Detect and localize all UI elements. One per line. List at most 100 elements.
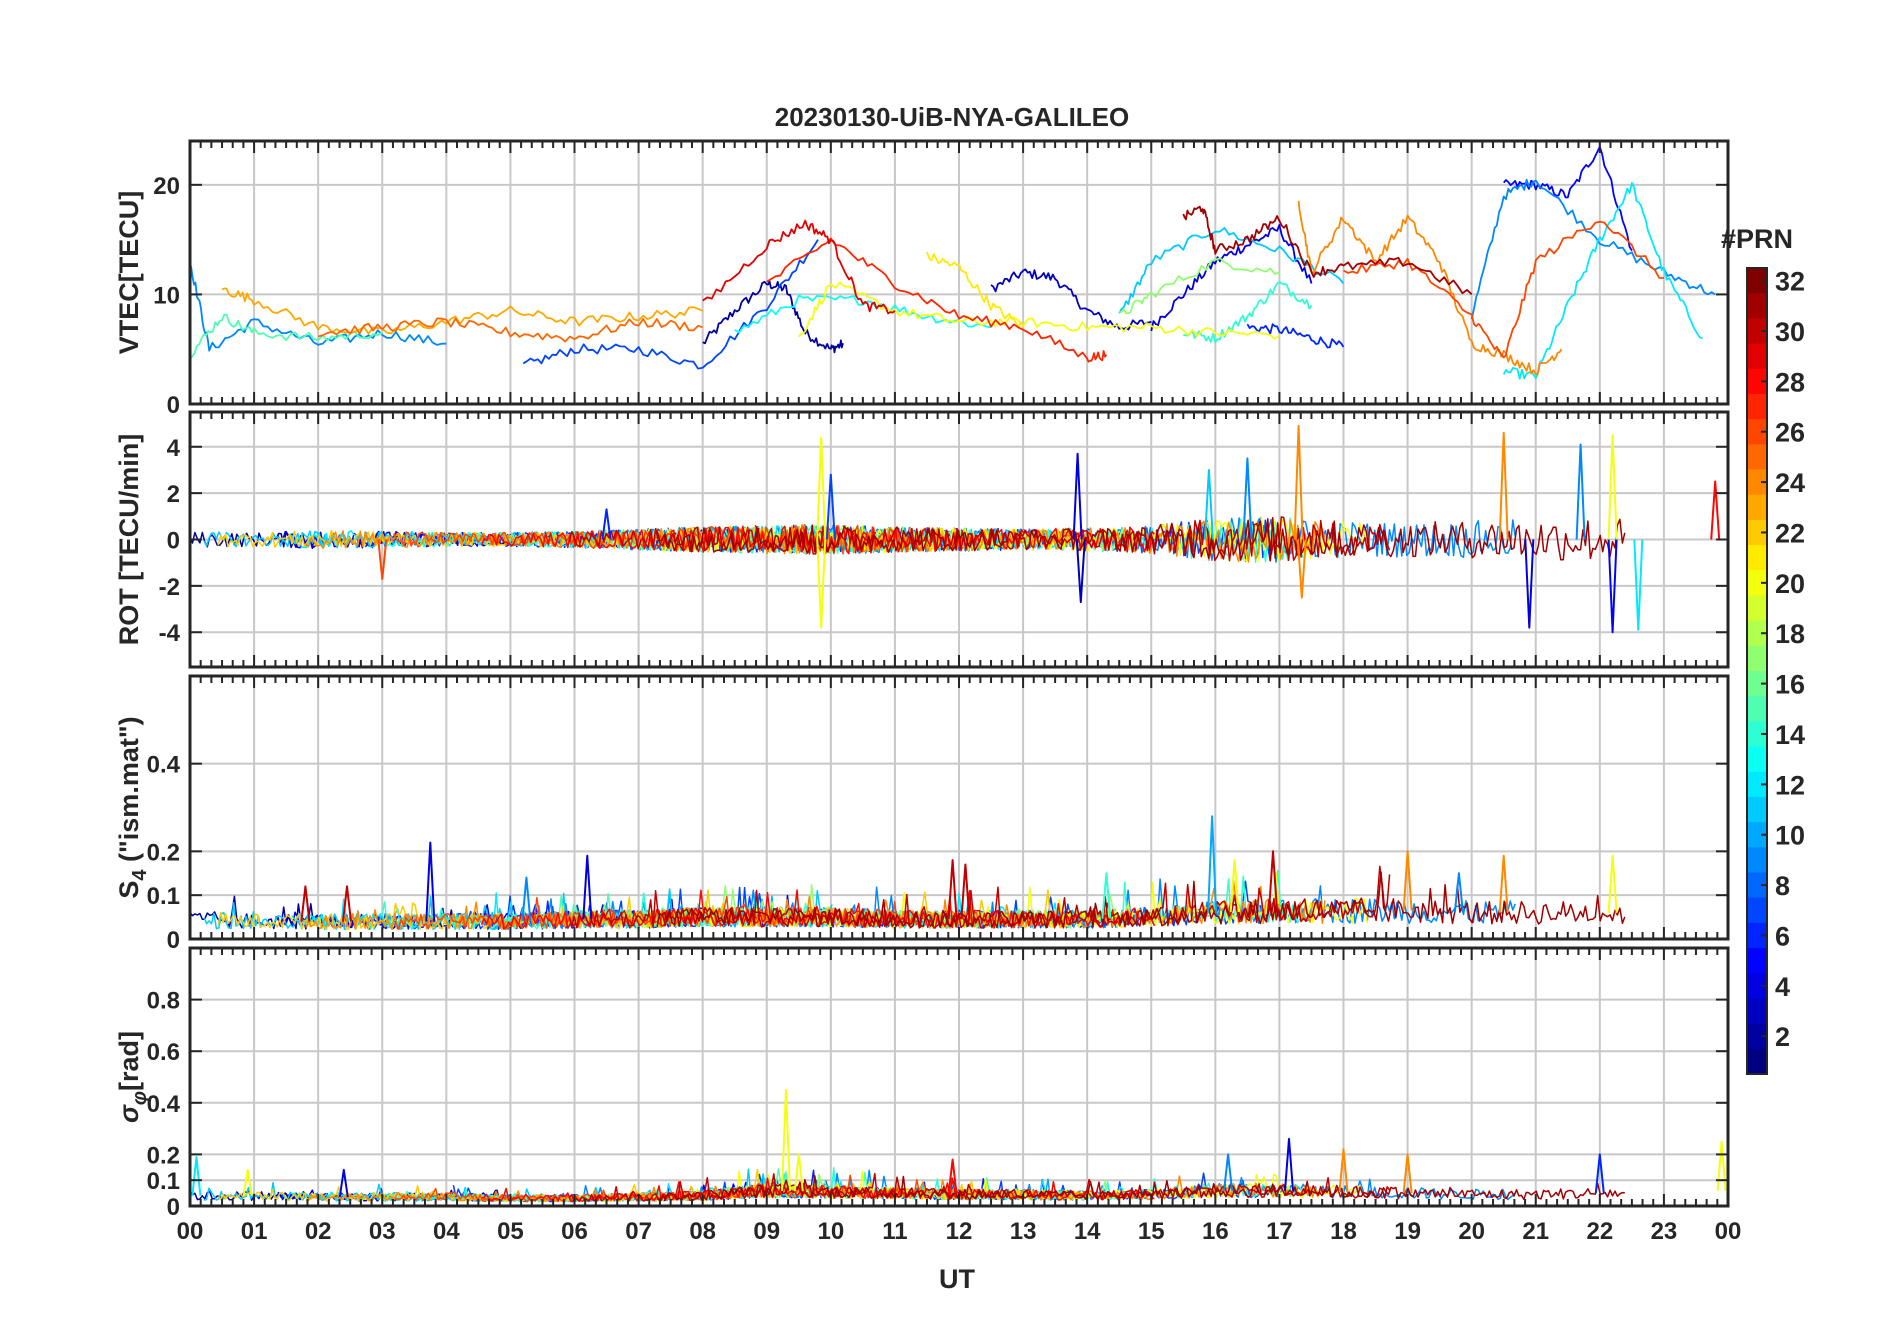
panel-rot: -4 -2 0 2 4 ROT [TECU/min] bbox=[114, 410, 1730, 669]
ytick-label: 0.4 bbox=[147, 1091, 181, 1118]
data-series bbox=[190, 424, 1721, 634]
xtick-label: 05 bbox=[497, 1218, 524, 1245]
series-prn-20 bbox=[642, 515, 1368, 563]
x-ticks bbox=[189, 676, 1729, 939]
colorbar-segment bbox=[1747, 368, 1767, 395]
spike-prn-24 bbox=[1402, 850, 1413, 911]
spike-prn-20 bbox=[1607, 854, 1618, 914]
colorbar-tick-label: 20 bbox=[1775, 569, 1805, 599]
spike-prn-6 bbox=[1594, 1153, 1605, 1194]
y-ticks bbox=[190, 998, 1728, 1207]
y-axis-label: ROT [TECU/min] bbox=[114, 434, 144, 645]
series-prn-25 bbox=[317, 317, 703, 343]
series-prn-24 bbox=[1297, 200, 1563, 376]
colorbar-segment bbox=[1747, 771, 1767, 798]
spike-prn-24 bbox=[1293, 424, 1304, 540]
series-prn-22 bbox=[217, 525, 1091, 555]
series-prn-12 bbox=[1502, 181, 1703, 380]
series-prn-26 bbox=[393, 524, 920, 554]
colorbar-segment bbox=[1747, 671, 1767, 697]
colorbar-segment bbox=[1747, 519, 1767, 546]
series-prn-9 bbox=[190, 262, 447, 352]
colorbar-segment bbox=[1747, 494, 1767, 521]
spike-prn-20 bbox=[793, 1153, 804, 1192]
spike-prn-20 bbox=[242, 1168, 253, 1196]
series-prn-30 bbox=[568, 865, 1391, 929]
series-prn-6 bbox=[1246, 323, 1345, 349]
colorbar-segment bbox=[1747, 620, 1767, 647]
colorbar-segment bbox=[1747, 343, 1767, 370]
y-axis-label: VTEC[TECU] bbox=[114, 191, 144, 355]
spike-prn-20 bbox=[816, 436, 827, 540]
colorbar-segment bbox=[1747, 419, 1767, 445]
colorbar-segment bbox=[1747, 948, 1767, 974]
ytick-label: 0.2 bbox=[147, 839, 180, 866]
colorbar-segment bbox=[1747, 595, 1767, 622]
series-prn-9 bbox=[1470, 178, 1716, 320]
colorbar-segment bbox=[1747, 444, 1767, 471]
ytick-label: 0 bbox=[167, 927, 180, 954]
colorbar-segment bbox=[1747, 645, 1767, 672]
colorbar-segment bbox=[1747, 1023, 1767, 1050]
colorbar-frame bbox=[1746, 267, 1768, 1075]
ytick-label: -2 bbox=[159, 574, 180, 601]
colorbar-tick-label: 6 bbox=[1775, 921, 1790, 951]
colorbar-segment bbox=[1747, 872, 1767, 899]
ytick-label: 0.8 bbox=[147, 988, 180, 1015]
spike-prn-4 bbox=[582, 854, 593, 920]
xtick-label: 16 bbox=[1202, 1218, 1229, 1245]
spike-prn-30 bbox=[960, 863, 971, 920]
colorbar-segment bbox=[1747, 545, 1767, 571]
ytick-label: 0 bbox=[167, 528, 180, 555]
chart-title: 20230130-UiB-NYA-GALILEO bbox=[775, 102, 1130, 132]
ytick-label: 0.1 bbox=[147, 883, 180, 910]
spike-prn-24 bbox=[1498, 431, 1509, 540]
spike-prn-3 bbox=[1075, 539, 1086, 604]
colorbar-tick-label: 16 bbox=[1775, 670, 1805, 700]
panel-vtec: 0 10 20 VTEC[TECU] bbox=[114, 139, 1730, 419]
ytick-label: 10 bbox=[153, 282, 180, 309]
series-prn-4 bbox=[1150, 223, 1313, 332]
xtick-label: 06 bbox=[561, 1218, 588, 1245]
spike-prn-24 bbox=[1296, 539, 1307, 599]
spike-prn-4 bbox=[1284, 1137, 1294, 1191]
colorbar-tick-label: 12 bbox=[1775, 770, 1805, 800]
x-ticks bbox=[189, 948, 1729, 1206]
colorbar-segment bbox=[1747, 721, 1767, 748]
series-prn-2 bbox=[702, 280, 844, 354]
y-ticks bbox=[190, 762, 1728, 940]
ytick-label: 0.2 bbox=[147, 1142, 180, 1169]
xtick-label: 12 bbox=[946, 1218, 973, 1245]
spike-prn-9 bbox=[1575, 443, 1586, 540]
spike-prn-7 bbox=[825, 473, 836, 540]
spike-prn-10 bbox=[1207, 815, 1218, 913]
series-prn-7 bbox=[522, 239, 819, 370]
colorbar-segment bbox=[1747, 696, 1767, 722]
colorbar-segment bbox=[1747, 393, 1767, 420]
ytick-label: 20 bbox=[153, 173, 180, 200]
data-series bbox=[190, 145, 1716, 380]
colorbar-segment bbox=[1747, 570, 1767, 597]
xtick-label: 07 bbox=[625, 1218, 652, 1245]
colorbar-segment bbox=[1747, 796, 1767, 823]
spike-prn-5 bbox=[1607, 539, 1618, 634]
series-prn-14 bbox=[1183, 280, 1313, 344]
colorbar-segment bbox=[1747, 293, 1767, 319]
x-axis-label: UT bbox=[939, 1264, 975, 1294]
data-series bbox=[190, 815, 1626, 931]
xtick-label: 22 bbox=[1586, 1218, 1613, 1245]
spike-prn-9 bbox=[1242, 457, 1253, 540]
spike-prn-4 bbox=[1524, 539, 1535, 629]
ytick-label: 0 bbox=[167, 1194, 180, 1221]
spike-prn-30 bbox=[300, 885, 311, 922]
y-axis-label: S4 ("ism.mat") bbox=[114, 716, 151, 898]
colorbar-segment bbox=[1747, 973, 1767, 1000]
series-prn-27 bbox=[766, 237, 1108, 363]
colorbar-tick-label: 24 bbox=[1775, 468, 1805, 498]
colorbar-tick-label: 10 bbox=[1775, 821, 1805, 851]
x-ticks bbox=[189, 141, 1729, 404]
colorbar-segment bbox=[1747, 847, 1767, 874]
xtick-label: 21 bbox=[1522, 1218, 1549, 1245]
spike-prn-4 bbox=[1072, 452, 1083, 540]
